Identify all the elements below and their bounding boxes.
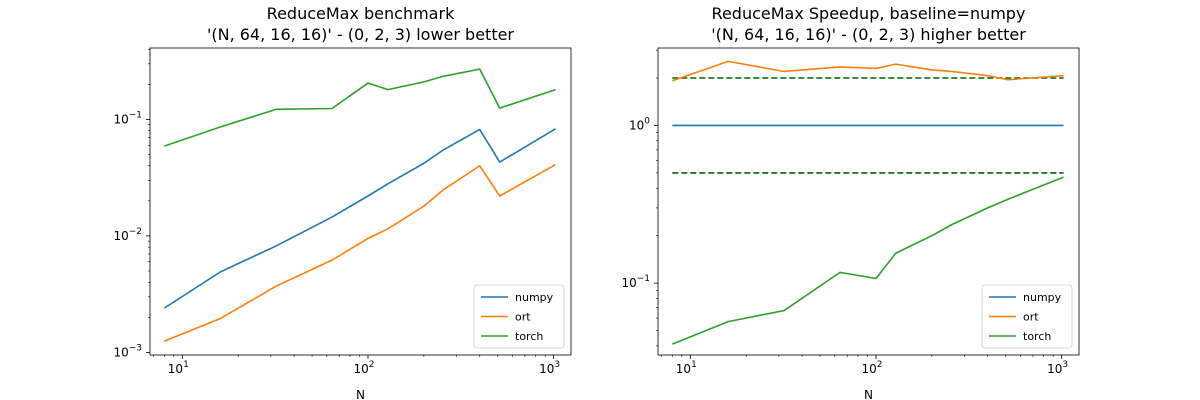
axes-frame xyxy=(149,47,572,356)
y-tick-label: 10−1 xyxy=(113,110,142,126)
x-axis-label: N xyxy=(356,388,365,400)
legend: numpy ort torch xyxy=(473,284,565,349)
series-line-torch xyxy=(672,176,1064,345)
y-tick-label: 10−2 xyxy=(113,227,142,243)
series-line-torch xyxy=(164,68,556,147)
series-line-ort xyxy=(164,163,556,342)
x-tick-label: 103 xyxy=(539,360,560,376)
legend: numpy ort torch xyxy=(981,284,1073,349)
axes-frame xyxy=(657,47,1080,356)
y-tick-label: 10−3 xyxy=(113,343,142,359)
y-tick-label: 10−1 xyxy=(621,274,650,290)
legend-label-torch: torch xyxy=(515,330,543,343)
speedup-chart: ReduceMax Speedup, baseline=numpy '(N, 64… xyxy=(621,4,1080,400)
x-tick-label: 101 xyxy=(676,360,697,376)
legend-label-torch: torch xyxy=(1023,330,1051,343)
x-tick-label: 101 xyxy=(168,360,189,376)
legend-label-ort: ort xyxy=(515,311,531,324)
series-line-ort xyxy=(672,60,1064,82)
chart-title-line2: '(N, 64, 16, 16)' - (0, 2, 3) lower bett… xyxy=(207,25,514,44)
x-tick-label: 102 xyxy=(353,360,374,376)
y-tick-label: 100 xyxy=(629,116,650,132)
x-axis-label: N xyxy=(864,388,873,400)
chart-title-line1: ReduceMax benchmark xyxy=(267,4,455,23)
x-tick-label: 102 xyxy=(861,360,882,376)
legend-label-numpy: numpy xyxy=(1023,291,1062,304)
chart-title-line1: ReduceMax Speedup, baseline=numpy xyxy=(712,4,1026,23)
series-line-numpy xyxy=(163,128,556,309)
legend-label-numpy: numpy xyxy=(515,291,554,304)
legend-box xyxy=(981,284,1073,349)
benchmark-chart: ReduceMax benchmark '(N, 64, 16, 16)' - (… xyxy=(113,4,572,400)
chart-title-line2: '(N, 64, 16, 16)' - (0, 2, 3) higher bet… xyxy=(711,25,1026,44)
x-tick-label: 103 xyxy=(1047,360,1068,376)
legend-box xyxy=(473,284,565,349)
legend-label-ort: ort xyxy=(1023,311,1039,324)
